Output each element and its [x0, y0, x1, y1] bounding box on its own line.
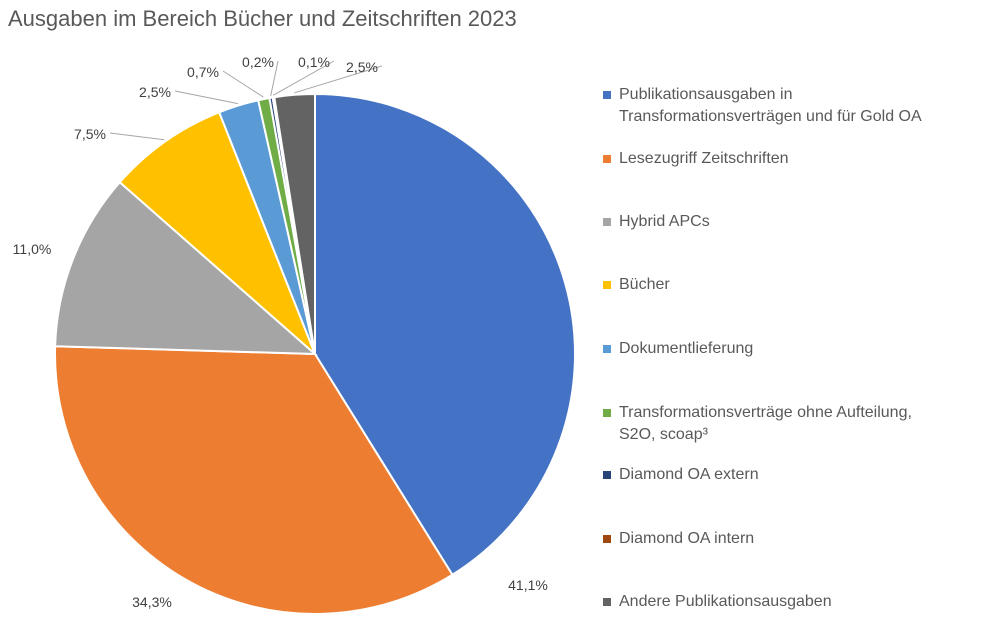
leader-line: [174, 90, 238, 105]
legend-item-publikationsausgaben: Publikationsausgaben in Transformationsv…: [603, 84, 922, 128]
data-label: 0,7%: [187, 64, 219, 80]
leader-line: [270, 60, 279, 96]
data-label: 2,5%: [346, 59, 378, 75]
legend-label: Diamond OA extern: [619, 466, 759, 483]
pie-slice: [273, 92, 316, 355]
leader-line: [294, 65, 383, 94]
legend-item-lesezugriff: Lesezugriff Zeitschriften: [603, 148, 789, 170]
data-label: 34,3%: [132, 594, 172, 610]
legend-item-buecher: Bücher: [603, 274, 670, 296]
data-label: 41,1%: [508, 577, 548, 593]
data-label: 0,2%: [242, 54, 274, 70]
legend-item-diamond-oa-intern: Diamond OA intern: [603, 528, 754, 550]
data-label: 0,1%: [298, 54, 330, 70]
legend-swatch: [603, 155, 611, 163]
legend-label: Diamond OA intern: [619, 530, 755, 547]
pie-slices: [54, 92, 576, 615]
data-label: 7,5%: [74, 126, 106, 142]
leader-line: [222, 70, 264, 98]
leader-line: [109, 132, 165, 141]
pie-chart: 41,1% 34,3% 11,0% 7,5% 2,5% 0,7% 0,2% 0,1% 2,5%: [13, 54, 576, 615]
legend-label: Bücher: [619, 276, 670, 293]
legend-swatch: [603, 281, 611, 289]
leader-line: [272, 60, 335, 96]
legend-label: Dokumentlieferung: [619, 340, 754, 357]
legend-label: Transformationsverträge ohne Aufteilung,…: [619, 404, 912, 443]
legend-swatch: [603, 535, 611, 543]
legend-swatch: [603, 218, 611, 226]
data-label: 2,5%: [139, 84, 171, 100]
chart-title: Ausgaben im Bereich Bücher und Zeitschri…: [8, 6, 517, 31]
data-labels: 41,1% 34,3% 11,0% 7,5% 2,5% 0,7% 0,2% 0,1% 2,5%: [13, 54, 548, 610]
legend-item-hybrid-apcs: Hybrid APCs: [603, 211, 710, 233]
pie-slice: [118, 110, 316, 355]
pie-slice: [314, 92, 576, 577]
legend-swatch: [603, 409, 611, 417]
legend-swatch: [603, 598, 611, 606]
data-label: 11,0%: [13, 241, 52, 257]
label-leader-lines: [109, 60, 383, 141]
legend-item-andere: Andere Publikationsausgaben: [603, 591, 832, 613]
legend-label: Hybrid APCs: [619, 213, 710, 230]
legend-swatch: [603, 91, 611, 99]
legend-swatch: [603, 471, 611, 479]
legend-label: Andere Publikationsausgaben: [619, 593, 832, 610]
pie-slice: [54, 345, 454, 615]
legend-item-transformationsvertraege: Transformationsverträge ohne Aufteilung,…: [603, 402, 912, 446]
legend-item-dokumentlieferung: Dokumentlieferung: [603, 338, 753, 360]
legend-swatch: [603, 345, 611, 353]
pie-slice: [54, 180, 318, 356]
legend-label: Publikationsausgaben in Transformationsv…: [619, 86, 922, 125]
legend-label: Lesezugriff Zeitschriften: [619, 150, 789, 167]
legend-item-diamond-oa-extern: Diamond OA extern: [603, 464, 759, 486]
